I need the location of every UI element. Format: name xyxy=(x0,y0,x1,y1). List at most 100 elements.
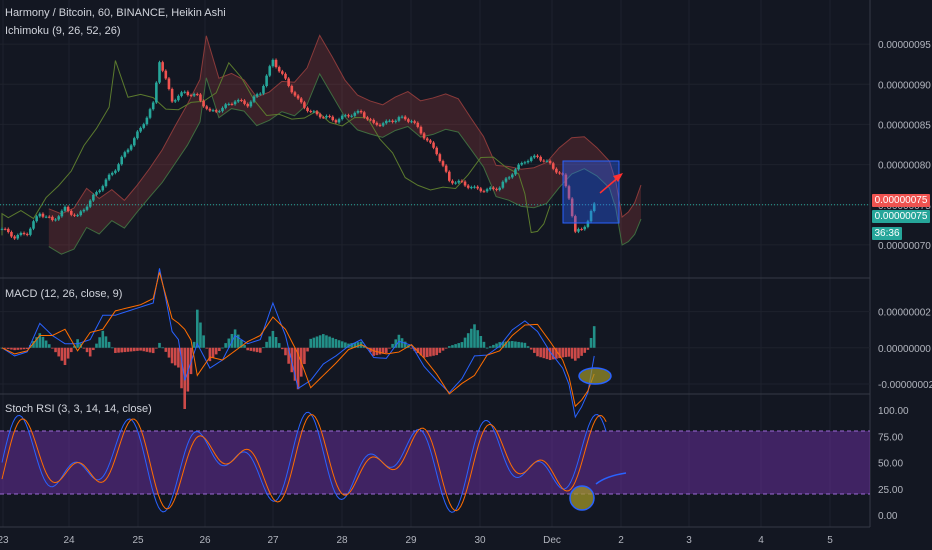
macd-histogram-bar xyxy=(542,347,546,359)
macd-histogram-bar xyxy=(567,347,571,357)
macd-annotation-ellipse xyxy=(578,367,612,385)
candle-body xyxy=(385,120,388,124)
x-tick-label: 26 xyxy=(199,535,211,546)
candle-body xyxy=(183,91,186,93)
y-tick-label: 0.00000070 xyxy=(878,241,931,252)
macd-histogram-bar xyxy=(381,347,385,354)
candle-body xyxy=(240,100,243,102)
macd-histogram-bar xyxy=(57,347,60,357)
macd-histogram-bar xyxy=(517,341,520,348)
macd-histogram-bar xyxy=(400,338,404,348)
stoch-y-tick-label: 50.00 xyxy=(878,459,903,470)
macd-histogram-bar xyxy=(448,346,451,348)
x-tick-label: 30 xyxy=(474,535,486,546)
x-tick-label: 28 xyxy=(336,535,348,546)
candle-body xyxy=(287,78,290,86)
macd-histogram-bar xyxy=(388,347,391,349)
x-tick-label: 23 xyxy=(0,535,9,546)
candle-body xyxy=(495,188,498,190)
macd-histogram-bar xyxy=(303,347,306,365)
macd-histogram-bar xyxy=(44,340,48,348)
candle-body xyxy=(92,194,95,201)
macd-histogram-bar xyxy=(416,347,420,354)
candle-body xyxy=(208,108,212,111)
candle-body xyxy=(325,115,328,118)
macd-histogram-bar xyxy=(331,337,335,348)
macd-histogram-bar xyxy=(441,347,445,351)
macd-histogram-bar xyxy=(523,342,527,348)
stoch-rsi-label: Stoch RSI (3, 3, 14, 14, close) xyxy=(5,403,152,415)
candle-body xyxy=(54,219,57,221)
stoch-y-tick-label: 0.00 xyxy=(878,511,898,522)
macd-histogram-bar xyxy=(322,334,325,348)
candle-body xyxy=(277,67,281,72)
candle-body xyxy=(441,161,445,166)
candle-body xyxy=(268,66,272,76)
candle-body xyxy=(252,96,256,102)
candle-body xyxy=(422,133,426,139)
candle-body xyxy=(148,109,152,118)
macd-histogram-bar xyxy=(435,347,438,356)
candle-body xyxy=(454,182,457,184)
macd-histogram-bar xyxy=(432,347,435,356)
macd-histogram-bar xyxy=(41,336,45,348)
candle-body xyxy=(375,122,379,125)
candle-body xyxy=(337,119,341,123)
candle-body xyxy=(170,88,174,102)
x-tick-label: 24 xyxy=(63,535,75,546)
candle-body xyxy=(25,233,29,235)
macd-histogram-bar xyxy=(205,347,209,349)
candle-body xyxy=(507,177,511,179)
candle-body xyxy=(236,100,240,102)
macd-y-tick-label: 0.00000002 xyxy=(878,308,931,319)
stoch-y-tick-label: 25.00 xyxy=(878,485,903,496)
ichimoku-span-b xyxy=(48,72,642,255)
macd-histogram-bar xyxy=(63,347,67,366)
x-tick-label: 25 xyxy=(132,535,144,546)
macd-histogram-bar xyxy=(246,347,249,351)
candle-body xyxy=(142,124,146,128)
candle-body xyxy=(76,215,79,217)
candle-body xyxy=(88,200,92,207)
macd-histogram-bar xyxy=(325,335,328,348)
candle-body xyxy=(473,186,476,188)
candle-body xyxy=(10,232,13,237)
candle-body xyxy=(293,92,297,96)
macd-histogram-bar xyxy=(328,336,331,348)
macd-histogram-bar xyxy=(315,336,319,348)
candle-body xyxy=(359,111,363,113)
macd-histogram-bar xyxy=(312,337,316,348)
macd-histogram-bar xyxy=(218,347,221,352)
candle-body xyxy=(129,145,133,150)
macd-histogram-bar xyxy=(564,347,568,358)
candle-body xyxy=(463,181,467,186)
macd-histogram-bar xyxy=(117,347,120,353)
macd-line xyxy=(1,268,595,419)
macd-histogram-bar xyxy=(224,343,227,348)
candle-body xyxy=(114,170,117,173)
close-price-tag: 0.00000075 xyxy=(872,210,930,223)
macd-histogram-bar xyxy=(394,339,398,348)
macd-histogram-bar xyxy=(66,347,70,359)
candle-body xyxy=(259,93,262,95)
candle-body xyxy=(369,119,372,121)
macd-histogram-bar xyxy=(95,343,98,348)
macd-histogram-bar xyxy=(454,344,457,348)
macd-histogram-bar xyxy=(309,338,312,348)
macd-histogram-bar xyxy=(429,347,432,357)
macd-histogram-bar xyxy=(356,342,360,348)
candle-body xyxy=(451,180,454,184)
candle-body xyxy=(79,211,83,216)
candle-body xyxy=(526,160,530,163)
candle-body xyxy=(123,152,127,157)
macd-histogram-bar xyxy=(145,347,149,352)
macd-histogram-bar xyxy=(583,347,587,353)
candle-body xyxy=(542,160,546,162)
candle-body xyxy=(328,115,331,117)
candle-body xyxy=(366,117,369,120)
candle-body xyxy=(199,94,202,101)
candle-body xyxy=(117,164,120,171)
candle-body xyxy=(536,155,539,157)
candle-body xyxy=(265,75,268,87)
